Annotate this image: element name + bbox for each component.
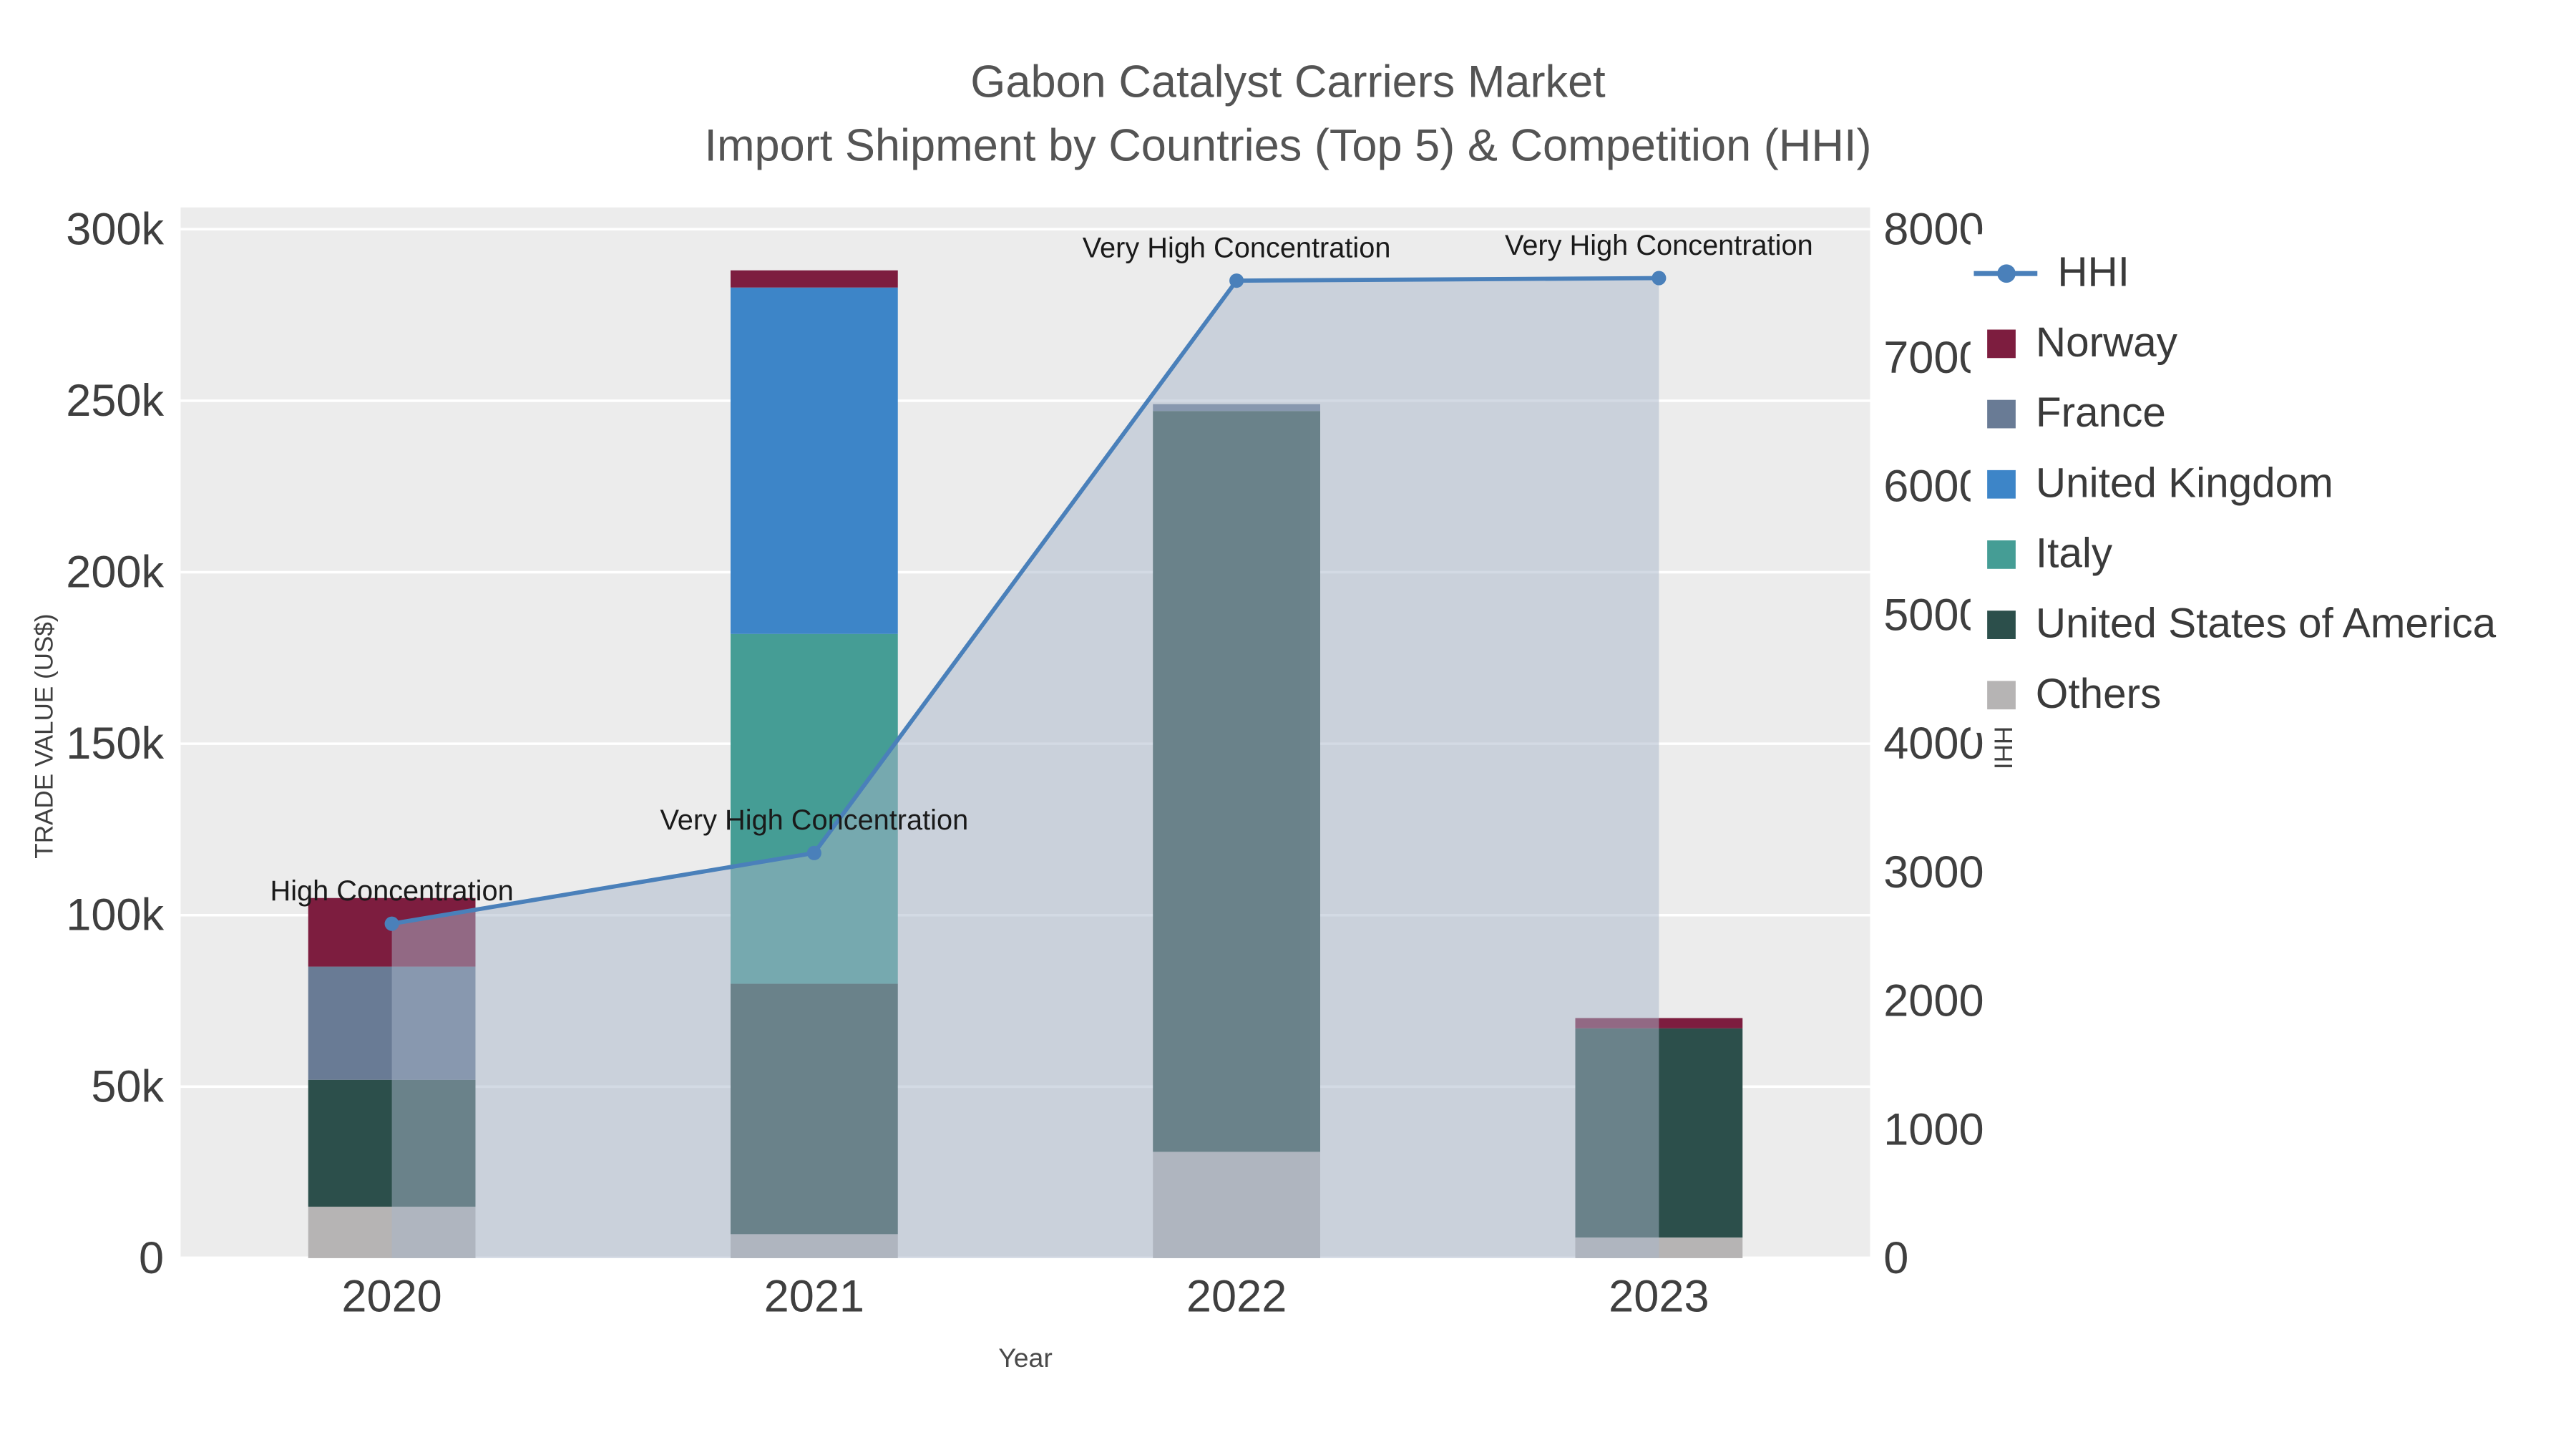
y2-tick-label: 6000: [1883, 462, 1984, 512]
legend-label: United Kingdom: [2035, 459, 2333, 507]
chart-subtitle: Import Shipment by Countries (Top 5) & C…: [704, 120, 1872, 171]
legend-item-italy[interactable]: Italy: [1974, 519, 2496, 589]
annotation-2022: Very High Concentration: [1083, 232, 1391, 263]
annotation-2020: High Concentration: [270, 875, 514, 907]
hhi-point-2020[interactable]: [384, 916, 399, 931]
y-tick-label: 150k: [66, 719, 164, 769]
legend-item-norway[interactable]: Norway: [1974, 308, 2496, 378]
y2-tick-label: 4000: [1883, 719, 1984, 769]
title-block: Gabon Catalyst Carriers Market Import Sh…: [0, 50, 2576, 177]
y2-tick-label: 0: [1883, 1233, 1908, 1283]
legend-swatch-icon: [1987, 610, 2016, 638]
y-tick-label: 50k: [91, 1061, 164, 1111]
legend-label: Italy: [2035, 529, 2113, 577]
hhi-point-2023[interactable]: [1652, 271, 1667, 286]
legend-item-france[interactable]: France: [1974, 378, 2496, 448]
legend-item-united-kingdom[interactable]: United Kingdom: [1974, 448, 2496, 518]
y2-tick-label: 1000: [1883, 1104, 1984, 1154]
x-tick-label-2023: 2023: [1609, 1272, 1709, 1322]
legend: HHI Norway France United Kingdom Italy United…: [1970, 234, 2517, 733]
y2-axis-title: HHI: [1988, 726, 2017, 770]
chart-title: Gabon Catalyst Carriers Market: [970, 57, 1606, 107]
legend-label: Others: [2035, 670, 2162, 717]
x-tick-label-2020: 2020: [341, 1272, 441, 1322]
bar-norway-2021[interactable]: [730, 270, 898, 288]
y-tick-label: 200k: [66, 548, 164, 598]
legend-label: HHI: [2057, 248, 2129, 296]
annotation-2021: Very High Concentration: [660, 804, 969, 836]
x-axis-title: Year: [998, 1345, 1053, 1374]
y-tick-label: 0: [139, 1233, 164, 1283]
hhi-point-2021[interactable]: [806, 845, 821, 860]
hhi-line: [391, 276, 1659, 926]
legend-swatch-icon: [1987, 680, 2016, 709]
y2-tick-label: 8000: [1883, 204, 1984, 254]
legend-item-others[interactable]: Others: [1974, 659, 2496, 729]
legend-label: France: [2035, 389, 2166, 436]
legend-swatch-icon: [1987, 399, 2016, 428]
y-tick-label: 250k: [66, 376, 164, 426]
y2-tick-label: 3000: [1883, 847, 1984, 897]
y2-tick-label: 5000: [1883, 590, 1984, 640]
legend-swatch-icon: [1987, 539, 2016, 568]
hhi-area-fill: [391, 278, 1659, 1258]
y-tick-label: 300k: [66, 204, 164, 254]
legend-label: United States of America: [2035, 600, 2497, 647]
legend-item-hhi[interactable]: HHI: [1974, 238, 2496, 308]
legend-label: Norway: [2035, 318, 2178, 366]
y2-tick-label: 2000: [1883, 976, 1984, 1026]
x-tick-label-2021: 2021: [764, 1272, 864, 1322]
y2-tick-label: 7000: [1883, 333, 1984, 383]
bar-united-kingdom-2021[interactable]: [730, 287, 898, 634]
hhi-point-2022[interactable]: [1229, 273, 1244, 288]
y-tick-label: 100k: [66, 890, 164, 940]
x-tick-label-2022: 2022: [1186, 1272, 1287, 1322]
legend-swatch-icon: [1987, 329, 2016, 358]
y-axis-title: TRADE VALUE (US$): [31, 613, 59, 859]
legend-swatch-icon: [1987, 469, 2016, 498]
annotation-2023: Very High Concentration: [1505, 230, 1813, 261]
legend-item-united-states-of-america[interactable]: United States of America: [1974, 589, 2496, 659]
legend-line-marker-icon: [1974, 258, 2038, 287]
